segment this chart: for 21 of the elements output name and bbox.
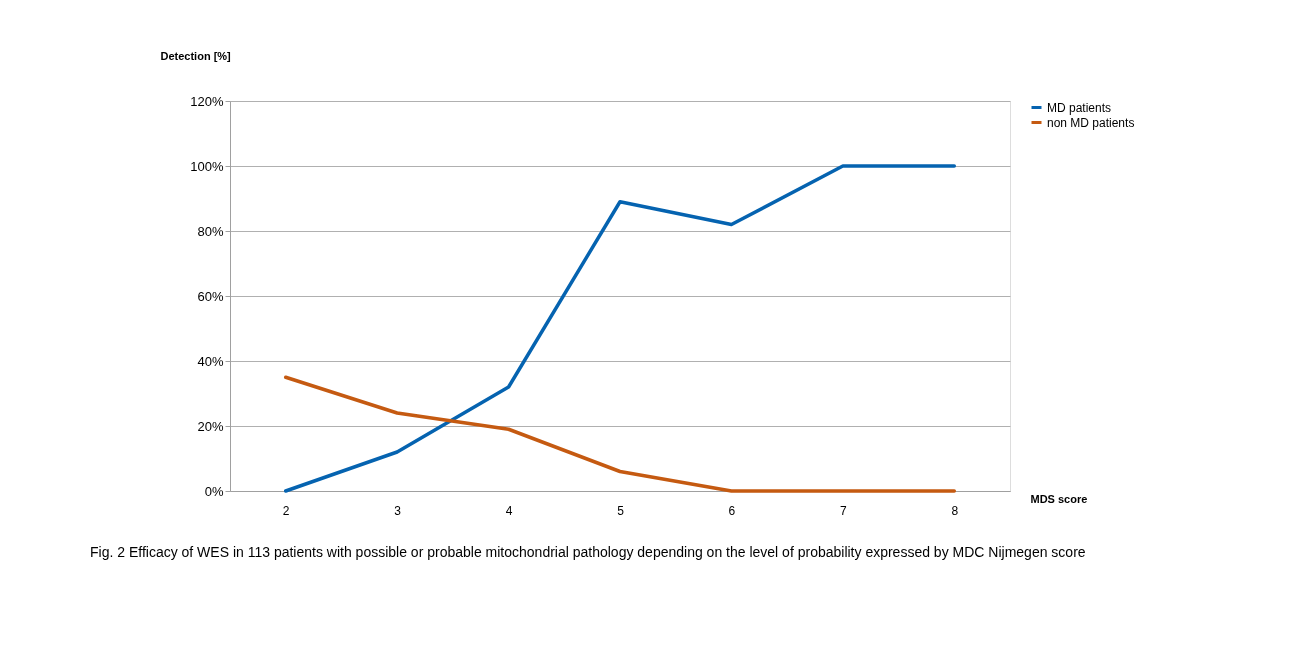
x-tick-label: 4 (505, 503, 513, 518)
legend-label: non MD patients (1047, 115, 1135, 130)
x-axis-title: MDS score (1030, 492, 1088, 505)
y-tick-label: 80% (197, 223, 224, 239)
legend-label: MD patients (1047, 100, 1112, 115)
y-tick-label: 120% (190, 93, 224, 109)
y-tick-label: 60% (197, 288, 224, 304)
y-tick-label: 0% (204, 483, 224, 499)
x-tick-label: 7 (840, 503, 848, 518)
caption: Fig. 2 Efficacy of WES in 113 patients with possible or probable mitochondrial pathology depending on the level of probability expressed by MDC Nijmegen score (90, 544, 1086, 560)
y-tick-label: 20% (197, 418, 224, 434)
line-series (283, 375, 957, 493)
x-tick-label: 8 (951, 503, 959, 518)
x-tick-label: 5 (617, 503, 625, 518)
y-tick-label: 100% (190, 158, 224, 174)
x-tick-label: 3 (394, 503, 402, 518)
x-tick-label: 6 (728, 503, 736, 518)
x-tick-label: 2 (282, 503, 290, 518)
y-tick-label: 40% (197, 353, 224, 369)
line-series (283, 164, 957, 493)
y-axis-title: Detection [%] (160, 49, 232, 62)
